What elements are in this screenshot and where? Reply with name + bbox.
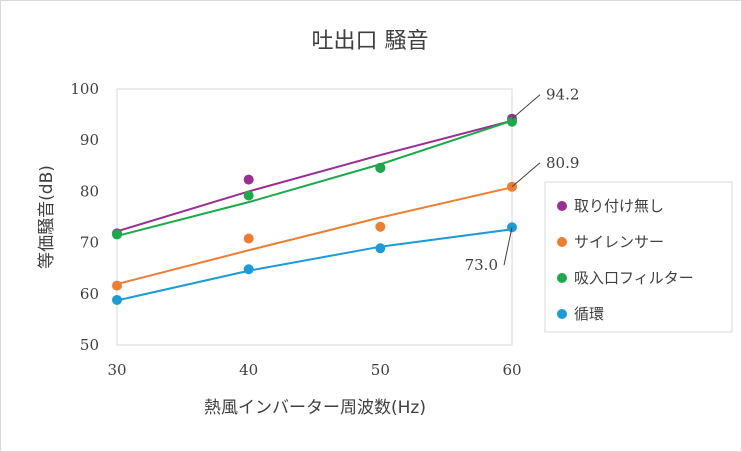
data-point-series-2 <box>375 162 386 173</box>
data-point-series-3 <box>375 243 386 254</box>
annotation-label: 80.9 <box>546 154 579 172</box>
data-point-series-2 <box>507 116 517 127</box>
data-point-series-3 <box>243 264 254 275</box>
data-point-series-2 <box>243 190 254 201</box>
y-tick-label: 100 <box>70 80 99 98</box>
trendline-series-3 <box>116 228 513 302</box>
annotation-leader <box>511 162 541 188</box>
legend-marker-series-3 <box>557 309 567 319</box>
y-axis-label: 等価騒音(dB) <box>37 165 57 269</box>
legend-box <box>544 181 733 333</box>
annotation-leader <box>511 94 541 120</box>
data-point-series-1 <box>243 233 254 244</box>
annotation-leader <box>503 227 513 266</box>
annotation-label: 94.2 <box>546 86 579 104</box>
legend-label-series-2: 吸入口フィルター <box>574 269 694 287</box>
data-point-series-3 <box>507 222 517 233</box>
y-tick-label: 80 <box>80 182 99 200</box>
legend-label-series-1: サイレンサー <box>574 233 664 251</box>
y-tick-label: 50 <box>80 336 99 354</box>
trendline-series-0 <box>116 119 513 233</box>
annotation-layer: 94.2 80.9 73.0 <box>465 86 580 275</box>
y-axis-ticks: 50 60 70 80 90 100 <box>70 80 99 354</box>
x-tick-label: 30 <box>107 361 126 379</box>
data-point-series-1 <box>112 280 122 291</box>
legend-marker-series-0 <box>557 201 567 211</box>
x-tick-label: 60 <box>502 361 521 379</box>
data-point-series-3 <box>112 294 122 305</box>
chart-title: 吐出口 騒音 <box>312 29 429 54</box>
annotation-label: 73.0 <box>465 256 498 274</box>
y-tick-label: 60 <box>80 285 99 303</box>
legend-marker-series-1 <box>557 237 567 247</box>
x-tick-label: 50 <box>371 361 390 379</box>
x-axis-ticks: 30 40 50 60 <box>107 361 521 379</box>
legend-marker-series-2 <box>557 273 567 283</box>
data-point-series-0 <box>243 174 254 185</box>
legend-label-series-3: 循環 <box>574 305 604 323</box>
x-axis-label: 熱風インバーター周波数(Hz) <box>204 398 426 418</box>
data-point-series-2 <box>112 229 122 240</box>
trendline-series-2 <box>116 119 513 237</box>
y-tick-label: 90 <box>80 131 99 149</box>
legend-label-series-0: 取り付け無し <box>574 197 664 215</box>
trendline-series-1 <box>116 186 513 286</box>
plot-frame <box>116 88 513 346</box>
y-tick-label: 70 <box>80 234 99 252</box>
x-tick-label: 40 <box>239 361 258 379</box>
series-layer <box>112 113 517 305</box>
data-point-series-1 <box>375 221 386 232</box>
